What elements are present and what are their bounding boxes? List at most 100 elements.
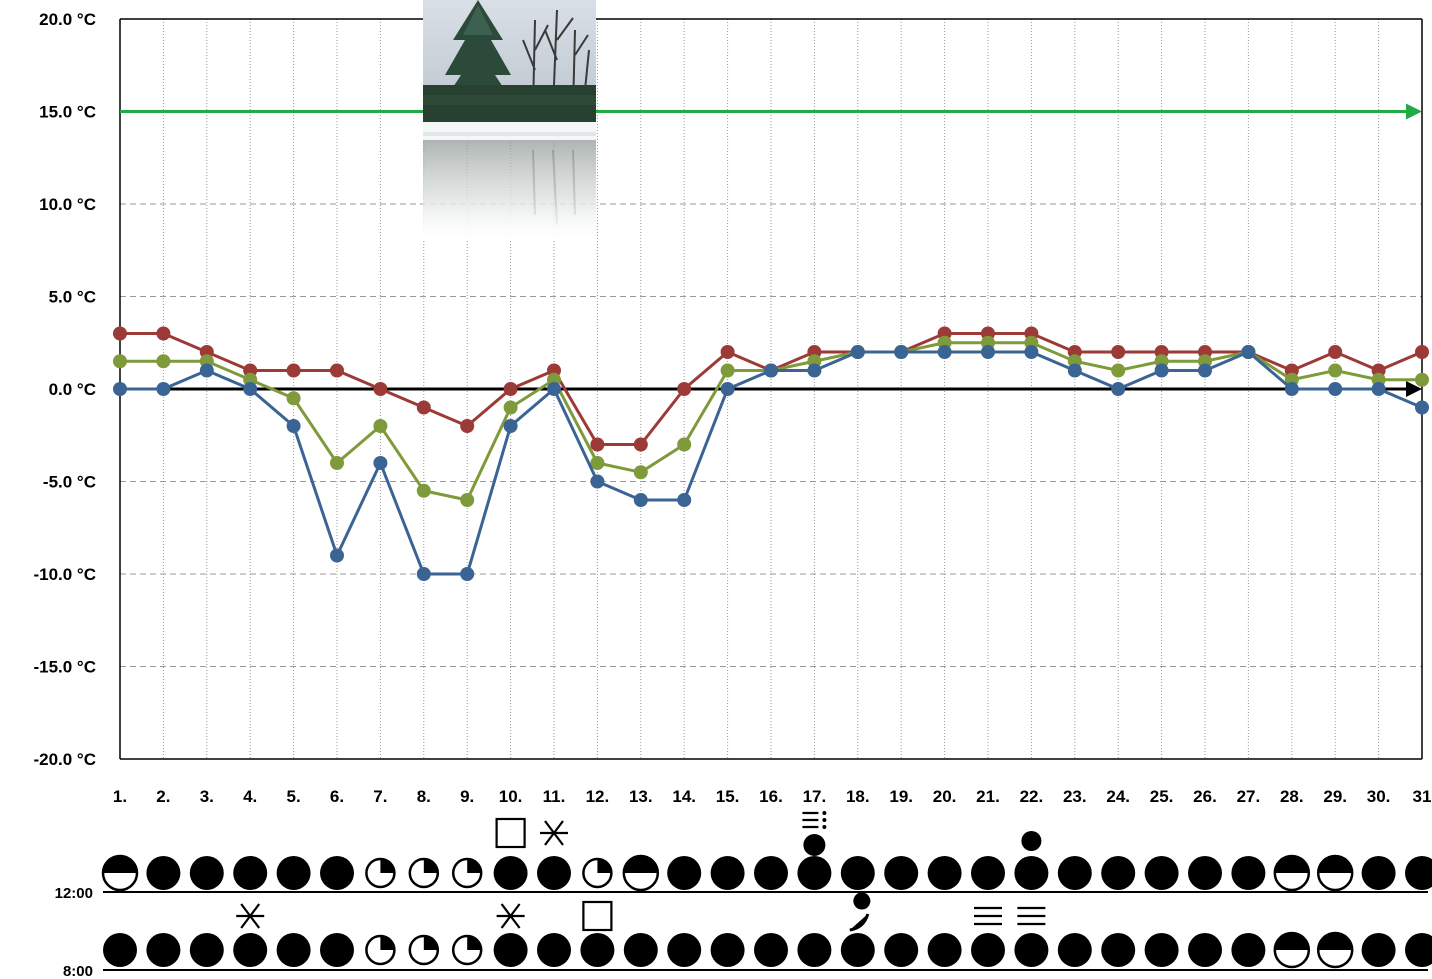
series-layer xyxy=(113,326,1429,581)
series-3-point xyxy=(243,382,258,396)
y-tick-label: 10.0 °C xyxy=(39,195,96,214)
cloud-half-fill xyxy=(1318,856,1353,873)
fog-icon xyxy=(495,817,526,849)
series-1-point xyxy=(156,326,171,341)
series-3-point xyxy=(199,363,214,378)
cloud-overcast-icon xyxy=(233,933,268,967)
series-1-point xyxy=(373,382,388,396)
series-3-point xyxy=(764,363,778,378)
series-2-point xyxy=(590,456,605,470)
series-1-point xyxy=(113,326,127,341)
cloud-half-fill xyxy=(103,856,137,873)
series-2-point xyxy=(633,465,648,480)
cloud-overcast-icon xyxy=(493,856,528,890)
series-3-point xyxy=(1024,345,1039,359)
cloud-overcast-icon xyxy=(493,933,528,967)
winter-landscape-photo xyxy=(423,0,596,240)
snow-icon xyxy=(540,820,568,846)
cloud-overcast-icon xyxy=(1144,856,1179,890)
series-1-point xyxy=(286,363,301,378)
weather-row-2: 8:00 xyxy=(63,892,1432,979)
weather-row-1: 12:00 xyxy=(55,811,1432,902)
series-3-point xyxy=(1284,382,1299,396)
x-tick-label: 5. xyxy=(287,787,301,806)
cloud-overcast-icon xyxy=(797,856,832,890)
series-1-point xyxy=(460,419,475,433)
time-label: 8:00 xyxy=(63,963,93,979)
series-3-point xyxy=(937,345,952,359)
series-2-point xyxy=(286,391,301,406)
rain-shower-icon xyxy=(802,811,827,856)
x-tick-label: 24. xyxy=(1106,787,1130,806)
series-3-point xyxy=(1241,345,1256,359)
x-tick-label: 31 xyxy=(1413,787,1432,806)
cloud-overcast-icon xyxy=(1101,933,1136,967)
series-1-point xyxy=(677,382,692,396)
series-3-point xyxy=(286,419,301,433)
cloud-overcast-icon xyxy=(971,856,1005,890)
series-2-point xyxy=(156,354,171,369)
series-3-point xyxy=(590,474,605,489)
x-tick-label: 29. xyxy=(1323,787,1347,806)
x-tick-label: 2. xyxy=(156,787,170,806)
x-tick-label: 18. xyxy=(846,787,870,806)
cloud-overcast-icon xyxy=(276,933,311,967)
cloud-few-fill xyxy=(423,859,438,873)
cloud-overcast-icon xyxy=(103,933,137,967)
x-tick-label: 3. xyxy=(200,787,214,806)
drizzle-icon xyxy=(849,892,871,932)
series-3-point xyxy=(807,363,822,378)
cloud-few-fill xyxy=(467,859,482,873)
cloud-few-fill xyxy=(597,859,612,873)
cloud-half-fill xyxy=(1274,933,1309,950)
cloud-overcast-icon xyxy=(754,933,788,967)
series-3-point xyxy=(850,345,865,359)
cloud-overcast-icon xyxy=(189,933,224,967)
cloud-overcast-icon xyxy=(884,856,919,890)
cloud-overcast-icon xyxy=(710,933,745,967)
cloud-overcast-icon xyxy=(884,933,919,967)
series-2-point xyxy=(373,419,388,433)
cloud-overcast-icon xyxy=(1057,856,1092,890)
x-tick-label: 11. xyxy=(543,787,566,806)
cloud-overcast-icon xyxy=(797,933,832,967)
series-3-point xyxy=(1198,363,1212,378)
x-tick-label: 28. xyxy=(1280,787,1304,806)
y-tick-label: -5.0 °C xyxy=(43,473,96,492)
series-3-point xyxy=(503,419,518,433)
x-tick-label: 9. xyxy=(460,787,474,806)
x-tick-label: 20. xyxy=(933,787,957,806)
series-3-point xyxy=(981,345,995,359)
mist-icon xyxy=(1017,906,1046,926)
cloud-few-fill xyxy=(467,936,482,950)
x-tick-label: 1. xyxy=(113,787,127,806)
series-2-point xyxy=(113,354,127,369)
x-tick-label: 22. xyxy=(1020,787,1044,806)
cloud-overcast-icon xyxy=(1144,933,1179,967)
y-tick-label: 5.0 °C xyxy=(49,288,96,307)
x-tick-label: 8. xyxy=(417,787,431,806)
cloud-overcast-icon xyxy=(233,856,268,890)
series-3-point xyxy=(547,382,561,396)
cloud-half-fill xyxy=(623,856,658,873)
x-tick-label: 13. xyxy=(629,787,653,806)
x-tick-label: 6. xyxy=(330,787,344,806)
series-1-point xyxy=(1111,345,1126,359)
cloud-overcast-icon xyxy=(1057,933,1092,967)
cloud-overcast-icon xyxy=(1405,856,1432,890)
x-tick-label: 23. xyxy=(1063,787,1087,806)
cloud-overcast-icon xyxy=(623,933,658,967)
cloud-overcast-icon xyxy=(667,933,702,967)
x-tick-label: 15. xyxy=(716,787,740,806)
snow-icon xyxy=(236,903,265,929)
series-3-point xyxy=(677,493,692,507)
x-tick-label: 4. xyxy=(243,787,257,806)
series-1-point xyxy=(590,437,605,452)
cloud-overcast-icon xyxy=(754,856,788,890)
series-3-point xyxy=(894,345,909,359)
cloud-overcast-icon xyxy=(146,856,181,890)
series-3-point xyxy=(1328,382,1343,396)
series-2-point xyxy=(1415,372,1429,387)
